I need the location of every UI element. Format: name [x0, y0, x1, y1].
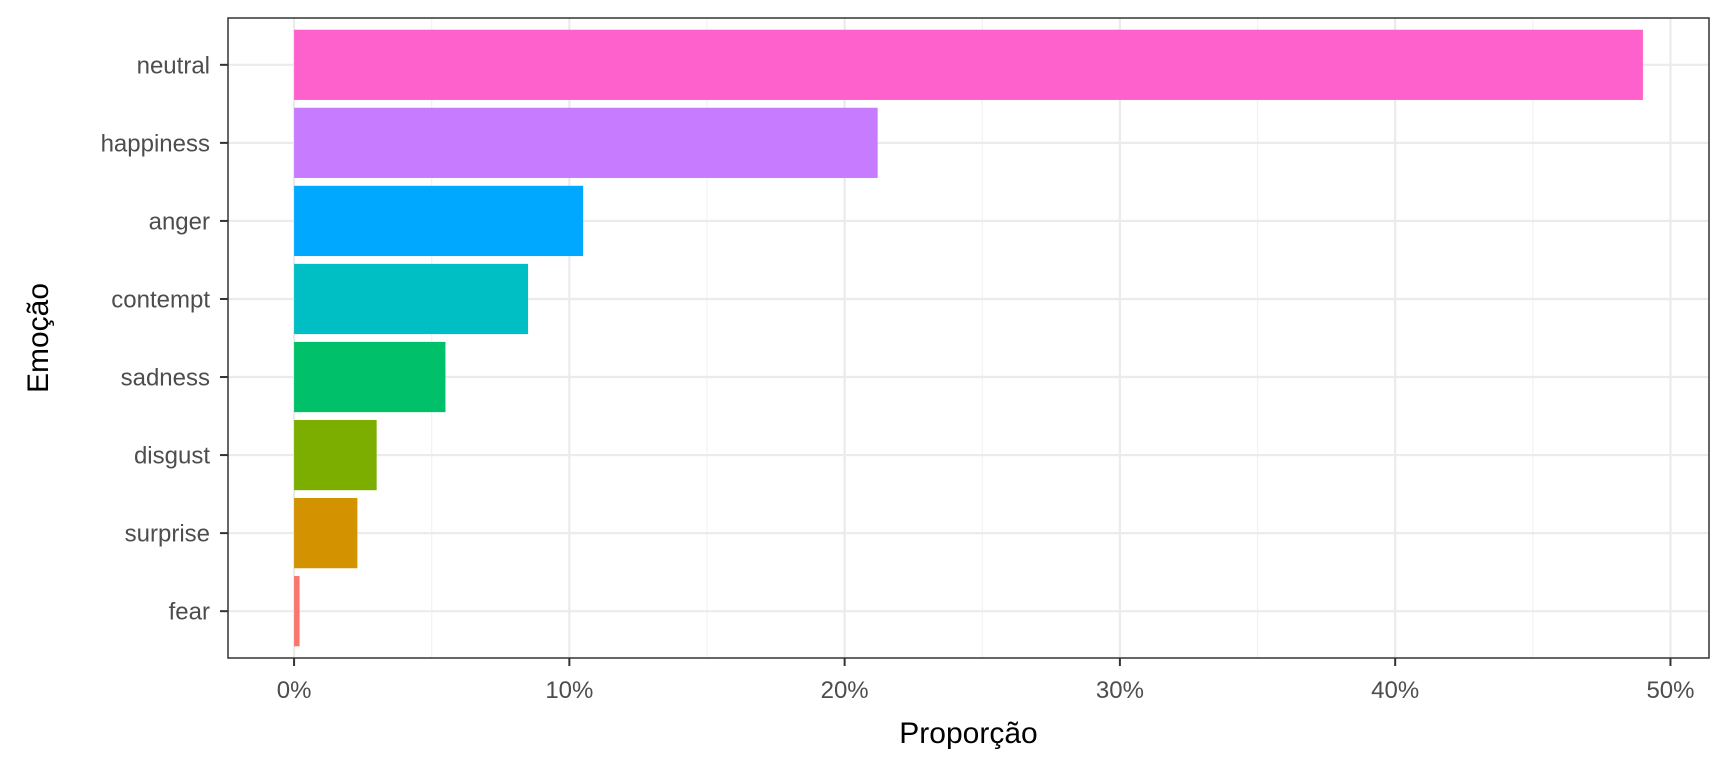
- bar-happiness: [294, 107, 878, 178]
- y-axis-title: Emoção: [22, 283, 55, 393]
- x-axis-title: Proporção: [899, 717, 1037, 750]
- bar-sadness: [294, 341, 446, 413]
- y-tick-label-fear: fear: [169, 599, 210, 626]
- y-axis: fear surprise disgust sadness contempt anger h…: [101, 52, 228, 626]
- y-tick-label-neutral: neutral: [137, 52, 210, 79]
- bar-contempt: [294, 263, 529, 335]
- x-tick-label: 0%: [277, 677, 312, 704]
- x-tick-label: 30%: [1096, 677, 1144, 704]
- y-tick-label-anger: anger: [149, 208, 210, 235]
- x-axis: 0% 10% 20% 30% 40% 50%: [277, 658, 1694, 704]
- x-tick-label: 10%: [545, 677, 593, 704]
- y-tick-label-disgust: disgust: [134, 443, 210, 470]
- x-tick-label: 40%: [1371, 677, 1419, 704]
- bar-neutral: [294, 29, 1643, 100]
- y-tick-label-surprise: surprise: [125, 521, 210, 548]
- y-tick-label-sadness: sadness: [121, 365, 210, 392]
- x-tick-label: 50%: [1646, 677, 1694, 704]
- x-tick-label: 20%: [821, 677, 869, 704]
- plot-panel-border: [227, 17, 1710, 659]
- bar-surprise: [294, 498, 358, 569]
- bar-disgust: [294, 419, 377, 491]
- y-tick-label-happiness: happiness: [101, 130, 210, 157]
- bar-anger: [294, 185, 584, 257]
- bars: [294, 29, 1643, 647]
- bar-fear: [294, 576, 300, 647]
- y-tick-label-contempt: contempt: [111, 286, 210, 313]
